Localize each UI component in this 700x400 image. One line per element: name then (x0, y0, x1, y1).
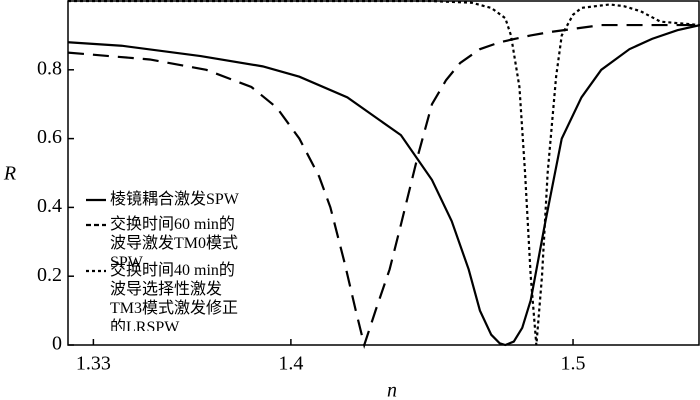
legend-item: 交换时间60 min的波导激发TM0模式SPW (110, 216, 239, 271)
x-tick-label: 1.5 (561, 353, 586, 375)
x-tick-label: 1.33 (76, 353, 111, 375)
line-series (67, 23, 700, 349)
y-tick-label: 0.4 (37, 195, 62, 217)
y-tick-label: 0.6 (37, 126, 62, 148)
x-axis-label: n (387, 380, 397, 400)
legend-item: 交换时间40 min的波导选择性激发TM3模式激发修正的LRSPW (110, 262, 239, 331)
legend-label: 交换时间40 min的波导选择性激发TM3模式激发修正的LRSPW (110, 262, 239, 331)
x-tick-label: 1.4 (278, 353, 303, 375)
y-tick-label: 0 (52, 333, 62, 355)
y-tick-label: 0.8 (37, 57, 62, 79)
y-axis-label: R (3, 163, 16, 185)
plot-frame (67, 0, 700, 346)
y-tick-label: 0.2 (37, 264, 62, 286)
line-series (68, 0, 700, 346)
legend-label: 交换时间60 min的波导激发TM0模式SPW (110, 216, 239, 271)
legend-label: 棱镜耦合激发SPW (110, 191, 239, 208)
line-series (67, 24, 700, 347)
legend-item: 棱镜耦合激发SPW (110, 191, 239, 208)
